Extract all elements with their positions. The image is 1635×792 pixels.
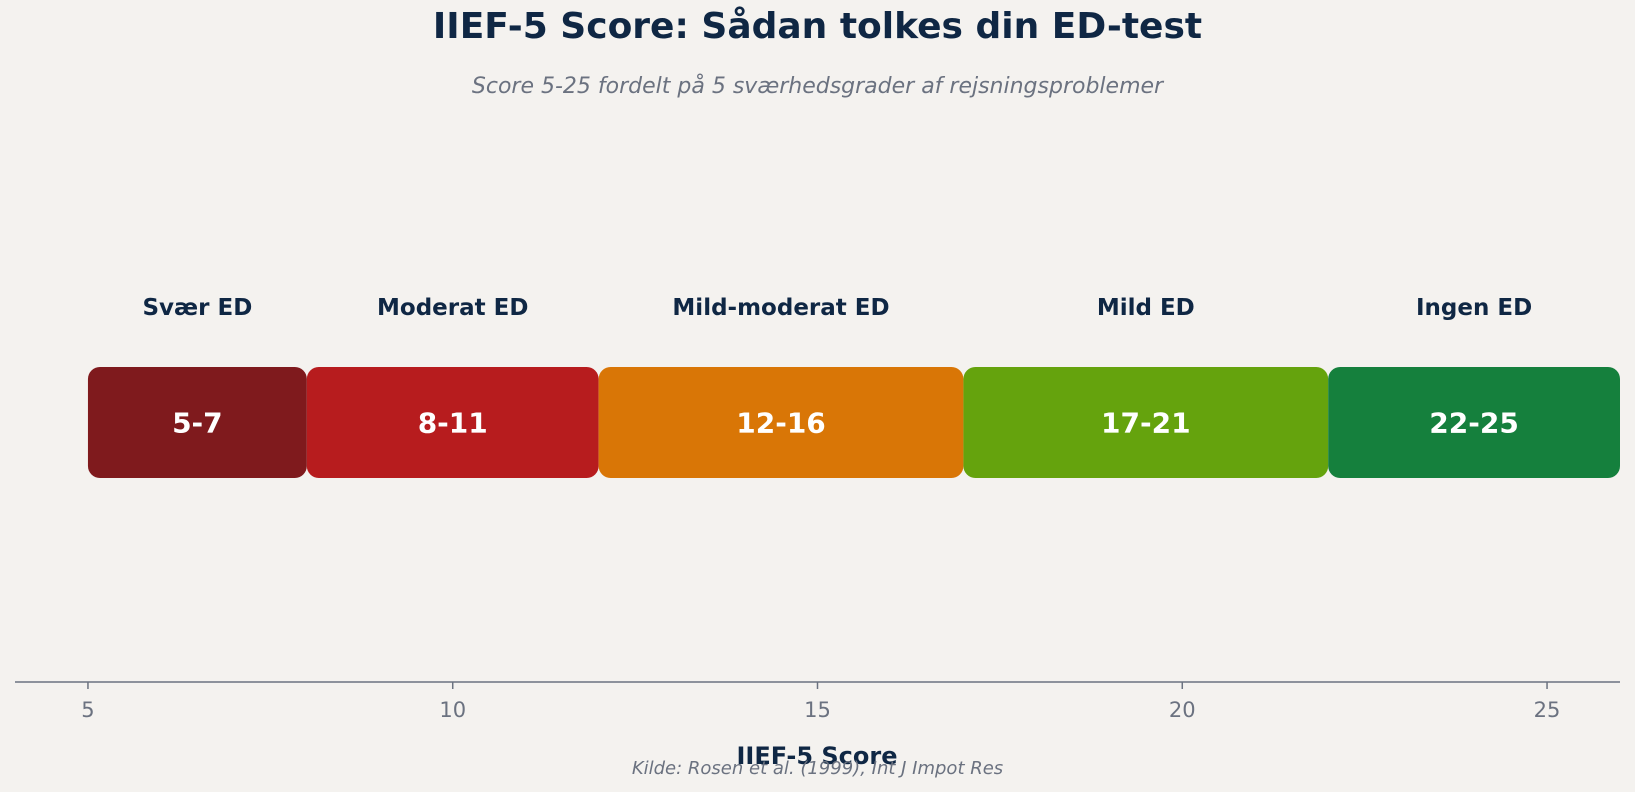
x-tick-label: 15: [804, 698, 831, 722]
severity-segment: 17-21 Mild ED: [963, 295, 1329, 478]
segment-bar: [306, 367, 599, 478]
segment-category-label: Ingen ED: [1416, 295, 1532, 321]
segment-range-label: 5-7: [172, 407, 223, 440]
segment-bar: [87, 367, 307, 478]
segment-range-label: 12-16: [736, 407, 826, 440]
segment-bar: [963, 367, 1329, 478]
bars-layer: 5-7 Svær ED 8-11 Moderat ED 12-16 Mild-modera…: [87, 295, 1620, 478]
x-tick-label: 10: [439, 698, 466, 722]
x-tick-label: 20: [1169, 698, 1196, 722]
x-axis-label: IIEF-5 Score: [736, 742, 897, 770]
segment-bar: [1328, 367, 1620, 478]
chart-title: IIEF-5 Score: Sådan tolkes din ED-test: [432, 6, 1203, 47]
segment-range-label: 8-11: [418, 407, 488, 440]
severity-segment: 12-16 Mild-moderat ED: [598, 295, 964, 478]
segment-category-label: Mild ED: [1097, 295, 1195, 321]
chart-subtitle: Score 5-25 fordelt på 5 sværhedsgrader a…: [471, 74, 1164, 99]
segment-bar: [598, 367, 964, 478]
severity-segment: 5-7 Svær ED: [87, 295, 307, 478]
x-axis: 5 10 15 20 25: [15, 681, 1620, 722]
segment-category-label: Mild-moderat ED: [672, 295, 889, 321]
segment-range-label: 22-25: [1429, 407, 1519, 440]
segment-category-label: Svær ED: [142, 295, 252, 321]
segment-category-label: Moderat ED: [377, 295, 528, 321]
severity-segment: 22-25 Ingen ED: [1328, 295, 1620, 478]
segment-range-label: 17-21: [1101, 407, 1191, 440]
source-note: Kilde: Rosen et al. (1999), Int J Impot …: [631, 758, 1004, 779]
x-tick-label: 5: [81, 698, 94, 722]
x-tick-label: 25: [1534, 698, 1561, 722]
severity-segment: 8-11 Moderat ED: [306, 295, 599, 478]
